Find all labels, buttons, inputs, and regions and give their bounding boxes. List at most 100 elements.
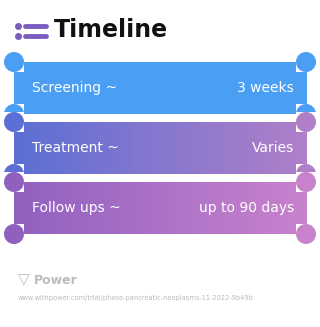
Bar (230, 122, 232, 174)
Bar (284, 122, 286, 174)
Bar (223, 62, 225, 114)
Bar (243, 182, 244, 234)
Bar (82, 122, 84, 174)
Bar (106, 122, 107, 174)
Bar (241, 62, 242, 114)
Bar (289, 62, 290, 114)
Bar (70, 62, 72, 114)
Bar (172, 182, 173, 234)
Bar (75, 62, 77, 114)
Bar (92, 62, 93, 114)
Bar (254, 122, 256, 174)
Bar (202, 62, 203, 114)
Bar (230, 182, 232, 234)
Bar (83, 122, 84, 174)
Bar (262, 62, 264, 114)
Bar (252, 122, 253, 174)
Bar (64, 62, 65, 114)
Bar (37, 122, 39, 174)
Bar (179, 182, 180, 234)
Bar (163, 122, 164, 174)
Bar (265, 182, 267, 234)
Bar (294, 62, 296, 114)
Bar (204, 62, 205, 114)
Bar (136, 122, 137, 174)
Bar (142, 182, 144, 234)
Bar (4, 52, 24, 72)
Bar (296, 112, 316, 132)
Bar (189, 122, 191, 174)
Bar (239, 62, 240, 114)
Bar (212, 62, 214, 114)
Bar (277, 122, 278, 174)
Bar (234, 62, 236, 114)
Bar (15, 122, 16, 174)
Bar (102, 62, 103, 114)
Bar (296, 62, 298, 114)
Bar (274, 62, 275, 114)
Bar (52, 62, 53, 114)
Bar (268, 182, 269, 234)
Bar (286, 182, 288, 234)
Bar (16, 62, 17, 114)
Bar (180, 122, 181, 174)
Bar (165, 182, 166, 234)
Text: Varies: Varies (252, 141, 294, 155)
Bar (245, 122, 246, 174)
Bar (139, 182, 140, 234)
Bar (188, 122, 190, 174)
Bar (26, 62, 27, 114)
Bar (173, 62, 174, 114)
Bar (269, 122, 270, 174)
Bar (249, 62, 250, 114)
Bar (140, 62, 141, 114)
Bar (47, 182, 49, 234)
Bar (133, 122, 134, 174)
Bar (16, 122, 17, 174)
Bar (40, 182, 42, 234)
Bar (268, 122, 269, 174)
Bar (109, 62, 111, 114)
Bar (282, 62, 283, 114)
Bar (45, 182, 47, 234)
Bar (291, 182, 292, 234)
Bar (272, 122, 273, 174)
Bar (153, 62, 155, 114)
Bar (208, 122, 209, 174)
Bar (35, 182, 36, 234)
Circle shape (296, 104, 316, 124)
Bar (30, 122, 32, 174)
Bar (259, 62, 261, 114)
Bar (124, 62, 125, 114)
Bar (17, 62, 18, 114)
Bar (66, 182, 67, 234)
Bar (34, 122, 35, 174)
Bar (277, 182, 278, 234)
Bar (272, 182, 273, 234)
Bar (204, 182, 205, 234)
Bar (287, 122, 289, 174)
Bar (140, 182, 142, 234)
Bar (61, 62, 62, 114)
Bar (49, 62, 51, 114)
Bar (299, 62, 301, 114)
Bar (260, 122, 262, 174)
Bar (221, 122, 223, 174)
Bar (58, 182, 59, 234)
Bar (251, 62, 252, 114)
Bar (89, 62, 91, 114)
Bar (60, 182, 61, 234)
Bar (229, 182, 231, 234)
Bar (128, 62, 129, 114)
Bar (89, 122, 91, 174)
Circle shape (296, 164, 316, 184)
Bar (200, 122, 201, 174)
Bar (192, 182, 194, 234)
Bar (244, 182, 245, 234)
Bar (62, 182, 63, 234)
Bar (237, 62, 238, 114)
Bar (245, 62, 246, 114)
Bar (150, 62, 152, 114)
Bar (25, 62, 26, 114)
Bar (96, 182, 97, 234)
